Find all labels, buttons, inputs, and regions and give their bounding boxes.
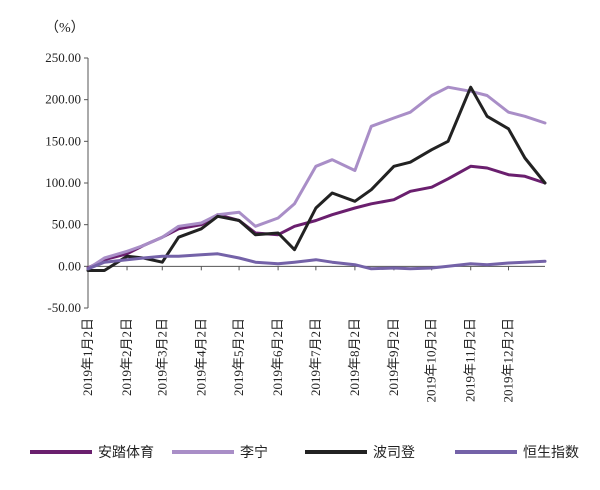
legend: 安踏体育 李宁 波司登 恒生指数 (30, 444, 579, 461)
y-tick-label: 0.00 (58, 258, 81, 273)
y-tick-label: 250.00 (45, 50, 81, 65)
legend-label: 安踏体育 (98, 445, 154, 461)
x-axis: 2019年1月2日 2019年2月2日 2019年3月2日 2019年4月2日 2019… (80, 265, 545, 403)
x-tick-label: 2019年3月2日 (154, 318, 169, 396)
series-line-2 (86, 85, 547, 272)
x-tick-label: 2019年8月2日 (347, 318, 362, 396)
x-tick-label: 2019年9月2日 (386, 318, 401, 396)
x-tick-label: 2019年4月2日 (193, 318, 208, 396)
series-lines (86, 85, 547, 272)
x-tick-label: 2019年11月2日 (463, 318, 478, 402)
x-tick-label: 2019年5月2日 (231, 318, 246, 396)
x-tick-label: 2019年7月2日 (308, 318, 323, 396)
y-tick-label: 50.00 (52, 217, 81, 232)
x-tick-label: 2019年10月2日 (424, 318, 439, 403)
x-tick-label: 2019年6月2日 (270, 318, 285, 396)
legend-label: 李宁 (240, 444, 268, 461)
series-line-3 (86, 252, 547, 271)
y-tick-label: 200.00 (45, 92, 81, 107)
x-tick-label: 2019年2月2日 (119, 318, 134, 396)
x-tick-label: 2019年1月2日 (80, 318, 95, 396)
y-tick-label: 100.00 (45, 175, 81, 190)
legend-label: 恒生指数 (523, 445, 579, 461)
y-tick-label: 150.00 (45, 133, 81, 148)
legend-label: 波司登 (373, 445, 415, 461)
series-line-0 (86, 164, 547, 270)
y-axis: 250.00 200.00 150.00 100.00 50.00 0.00 -50.00 (45, 50, 89, 315)
series-line-1 (86, 85, 547, 271)
y-tick-label: -50.00 (47, 300, 81, 315)
y-unit-label: （%） (45, 20, 85, 36)
x-tick-label: 2019年12月2日 (500, 318, 515, 403)
